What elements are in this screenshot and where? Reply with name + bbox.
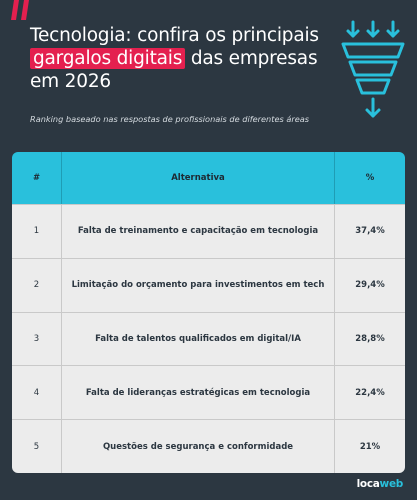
row-rank: 2 [12,258,62,312]
row-alternative: Limitação do orçamento para investimento… [62,258,335,312]
row-alternative: Falta de lideranças estratégicas em tecn… [62,366,335,420]
funnel-icon [341,20,405,118]
row-alternative: Questões de segurança e conformidade [62,420,335,473]
locaweb-logo: locaweb [356,478,404,490]
row-percent: 21% [359,441,381,452]
row-rank: 3 [12,312,62,366]
quote-mark-icon [11,0,29,20]
table-row: 3 Falta de talentos qualificados em digi… [12,311,405,366]
table-row: 4 Falta de lideranças estratégicas em te… [12,365,405,420]
row-rank: 5 [12,420,62,473]
logo-text-loca: loca [356,478,380,490]
title-text-end: das empresas em 2026 [30,48,318,92]
title-highlight: gargalos digitais [30,48,186,69]
column-header-percent: % [365,173,375,183]
logo-text-web: web [379,478,404,490]
row-percent: 22,4% [355,387,385,398]
table-row: 5 Questões de segurança e conformidade 2… [12,419,405,473]
row-alternative: Falta de talentos qualificados em digita… [62,312,335,366]
column-header-rank: # [12,152,62,204]
table-header: # Alternativa % [12,152,405,204]
page-title: Tecnologia: confira os principais gargal… [30,24,330,93]
title-text-start: Tecnologia: confira os principais [30,25,319,46]
table-row: 1 Falta de treinamento e capacitação em … [12,204,405,258]
subtitle: Ranking baseado nas respostas de profiss… [30,114,310,124]
row-rank: 4 [12,366,62,420]
row-percent: 37,4% [355,226,385,237]
column-header-alternative: Alternativa [62,152,335,204]
row-percent: 28,8% [355,333,385,344]
table-row: 2 Limitação do orçamento para investimen… [12,257,405,312]
row-percent: 29,4% [355,280,385,291]
row-rank: 1 [12,205,62,258]
row-alternative: Falta de treinamento e capacitação em te… [62,205,335,258]
ranking-table: # Alternativa % 1 Falta de treinamento e… [12,152,405,473]
